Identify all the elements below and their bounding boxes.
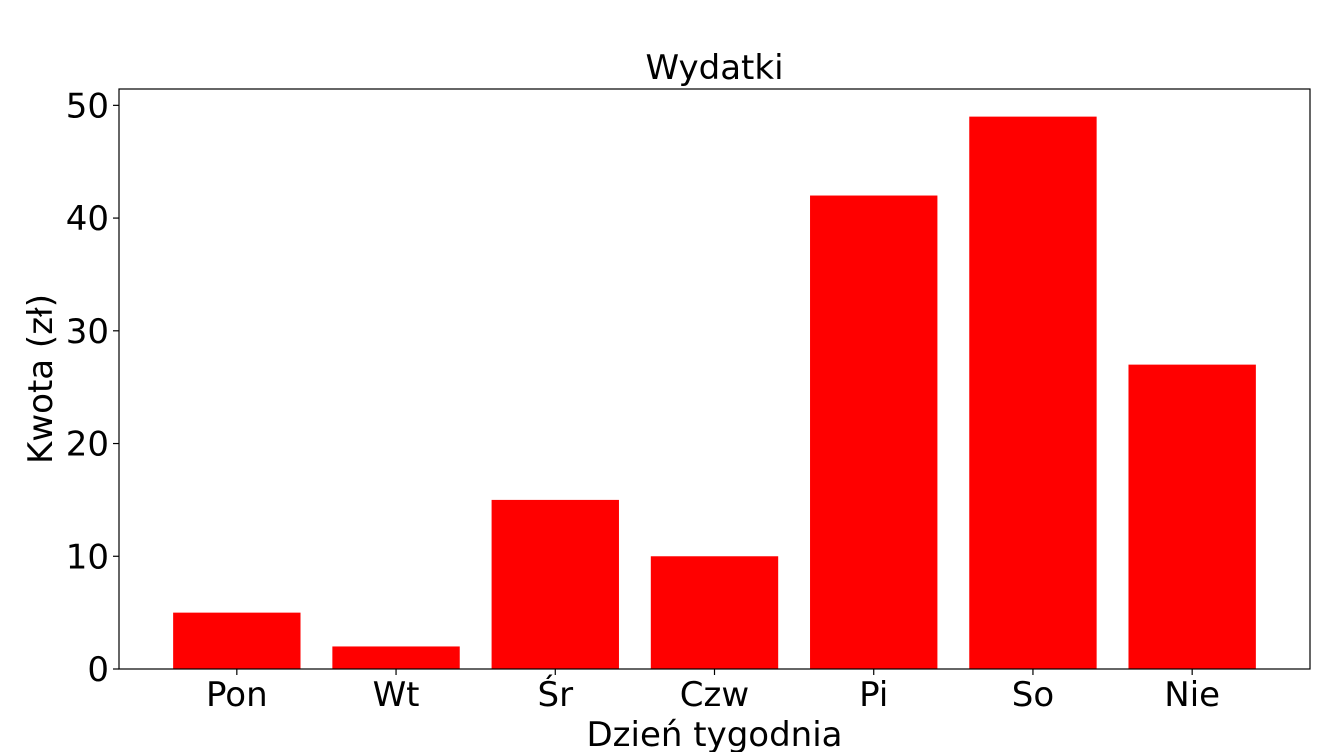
x-tick-label: Śr [537,674,573,715]
bar-1 [332,646,460,669]
bar-4 [810,195,938,669]
y-tick-label: 10 [66,537,109,577]
x-tick-label: So [1012,675,1054,715]
chart-title: Wydatki [645,48,783,88]
y-tick-label: 30 [66,312,109,352]
x-tick-label: Pi [859,675,888,715]
x-tick-label: Wt [373,675,420,715]
y-tick-label: 40 [66,199,109,239]
bar-0 [173,612,301,669]
bar-5 [969,116,1097,670]
y-tick-label: 50 [66,86,109,126]
x-tick-label: Nie [1164,675,1220,715]
bars-layer [173,116,1256,670]
x-tick-label: Czw [680,675,749,715]
x-tick-label: Pon [206,675,268,715]
bar-2 [491,499,619,669]
y-axis-ticks: 0 10 20 30 40 50 [66,86,119,690]
x-axis-ticks: Pon Wt Śr Czw Pi So Nie [206,669,1220,715]
y-tick-label: 20 [66,425,109,465]
bar-6 [1128,364,1256,669]
y-tick-label: 0 [87,650,109,690]
y-axis-label: Kwota (zł) [21,294,61,464]
bar-3 [650,556,779,669]
x-axis-label: Dzień tygodnia [587,715,843,752]
